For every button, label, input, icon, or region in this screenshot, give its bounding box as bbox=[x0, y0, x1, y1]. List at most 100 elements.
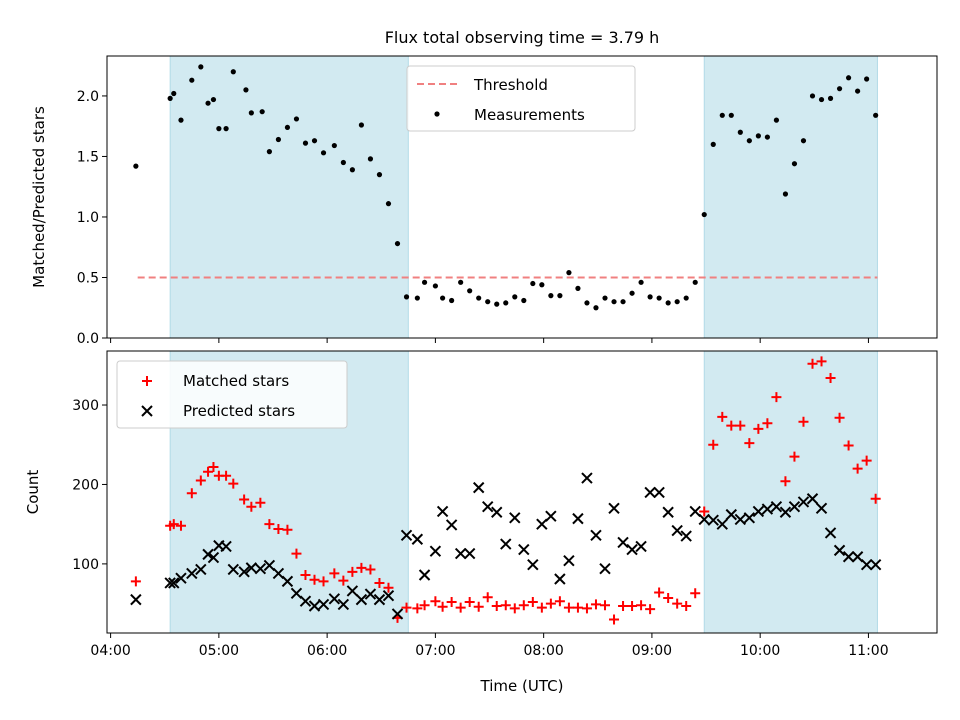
data-point-matched bbox=[789, 451, 800, 462]
data-point-predicted bbox=[364, 588, 377, 600]
data-point-measurement bbox=[167, 95, 173, 101]
data-point-matched bbox=[843, 440, 854, 451]
x-tick-label: 07:00 bbox=[415, 643, 455, 659]
data-point-measurement bbox=[827, 95, 834, 101]
data-point-measurement bbox=[216, 126, 222, 132]
data-point-matched bbox=[699, 506, 710, 517]
axes-frame bbox=[106, 55, 938, 339]
shaded-span bbox=[703, 350, 878, 634]
data-point-predicted bbox=[272, 567, 285, 580]
data-point-matched bbox=[419, 600, 430, 611]
data-point-measurement bbox=[791, 161, 798, 167]
data-point-predicted bbox=[779, 506, 792, 518]
data-point-matched bbox=[852, 463, 863, 474]
legend-label: Matched stars bbox=[183, 372, 289, 390]
x-tick-label: 10:00 bbox=[740, 643, 780, 659]
data-point-matched bbox=[563, 602, 574, 613]
data-point-measurement bbox=[692, 279, 698, 285]
data-point-predicted bbox=[824, 527, 837, 539]
data-point-matched bbox=[255, 497, 266, 508]
data-point-predicted bbox=[590, 529, 602, 542]
data-point-matched bbox=[347, 566, 358, 577]
data-point-predicted bbox=[851, 551, 864, 563]
data-point-measurement bbox=[178, 117, 184, 123]
data-point-matched bbox=[663, 593, 674, 604]
data-point-matched bbox=[430, 596, 441, 607]
data-point-matched bbox=[654, 587, 665, 598]
data-point-measurement bbox=[746, 138, 752, 144]
data-point-matched bbox=[581, 603, 592, 614]
data-point-matched bbox=[870, 493, 881, 504]
data-point-measurement bbox=[133, 163, 139, 169]
data-point-predicted bbox=[716, 518, 728, 530]
data-point-predicted bbox=[411, 533, 424, 545]
data-point-measurement bbox=[494, 301, 500, 307]
data-point-predicted bbox=[743, 512, 756, 524]
data-point-predicted bbox=[337, 598, 350, 611]
data-point-matched bbox=[762, 418, 773, 429]
data-point-measurement bbox=[449, 297, 455, 304]
data-point-measurement bbox=[539, 282, 545, 288]
data-point-predicted bbox=[220, 540, 232, 553]
data-point-measurement bbox=[728, 112, 734, 118]
data-point-predicted bbox=[707, 514, 719, 526]
data-point-measurement bbox=[566, 270, 572, 276]
data-point-measurement bbox=[223, 126, 229, 132]
data-point-measurement bbox=[403, 294, 410, 300]
data-point-measurement bbox=[394, 240, 401, 247]
data-point-measurement bbox=[629, 290, 635, 296]
data-point-predicted bbox=[472, 481, 485, 494]
data-point-matched bbox=[572, 602, 583, 613]
x-tick-label: 09:00 bbox=[632, 643, 672, 659]
data-point-matched bbox=[609, 614, 620, 625]
data-point-measurement bbox=[210, 96, 217, 103]
data-point-matched bbox=[264, 519, 275, 530]
data-point-measurement bbox=[259, 109, 265, 115]
data-point-predicted bbox=[391, 608, 404, 620]
data-point-measurement bbox=[189, 77, 195, 83]
data-point-predicted bbox=[698, 513, 710, 526]
data-point-measurement bbox=[358, 122, 365, 128]
data-point-measurement bbox=[782, 191, 789, 197]
data-point-predicted bbox=[463, 547, 476, 560]
data-point-predicted bbox=[545, 510, 557, 522]
data-point-measurement bbox=[171, 90, 177, 97]
data-point-measurement bbox=[349, 167, 355, 173]
data-point-matched bbox=[455, 602, 466, 613]
data-point-measurement bbox=[376, 172, 383, 178]
data-point-predicted bbox=[662, 506, 674, 518]
data-point-predicted bbox=[635, 540, 647, 553]
data-point-predicted bbox=[382, 589, 395, 602]
data-point-matched bbox=[291, 548, 302, 559]
legend: Threshold Measurements bbox=[406, 65, 636, 132]
data-point-matched bbox=[681, 600, 692, 611]
data-point-predicted bbox=[860, 558, 873, 571]
data-point-measurement bbox=[719, 112, 725, 118]
y-tick-label: 1.0 bbox=[77, 210, 99, 226]
data-point-predicted bbox=[299, 595, 312, 607]
data-point-matched bbox=[726, 420, 737, 431]
data-point-predicted bbox=[617, 536, 629, 549]
data-point-predicted bbox=[373, 593, 386, 606]
x-tick-label: 04:00 bbox=[90, 643, 130, 659]
axes-frame bbox=[106, 350, 938, 634]
data-point-matched bbox=[627, 600, 638, 611]
data-point-predicted bbox=[429, 545, 442, 557]
data-point-predicted bbox=[752, 505, 765, 518]
data-point-predicted bbox=[482, 500, 494, 513]
data-point-matched bbox=[329, 568, 340, 579]
data-point-measurement bbox=[414, 295, 420, 301]
data-point-predicted bbox=[130, 593, 142, 606]
data-point-predicted bbox=[563, 555, 575, 567]
data-point-matched bbox=[482, 592, 493, 603]
data-point-matched bbox=[554, 596, 565, 607]
data-point-measurement bbox=[243, 87, 249, 93]
data-point-predicted bbox=[328, 593, 341, 605]
data-point-matched bbox=[437, 601, 448, 612]
data-point-matched bbox=[672, 598, 683, 609]
y-tick-label: 300 bbox=[72, 398, 99, 414]
data-point-measurement bbox=[548, 293, 554, 299]
data-point-predicted bbox=[806, 493, 819, 505]
data-point-predicted bbox=[671, 524, 683, 537]
data-point-predicted bbox=[815, 502, 828, 514]
